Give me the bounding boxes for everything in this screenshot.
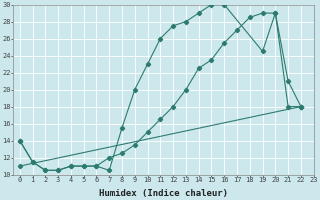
- X-axis label: Humidex (Indice chaleur): Humidex (Indice chaleur): [99, 189, 228, 198]
